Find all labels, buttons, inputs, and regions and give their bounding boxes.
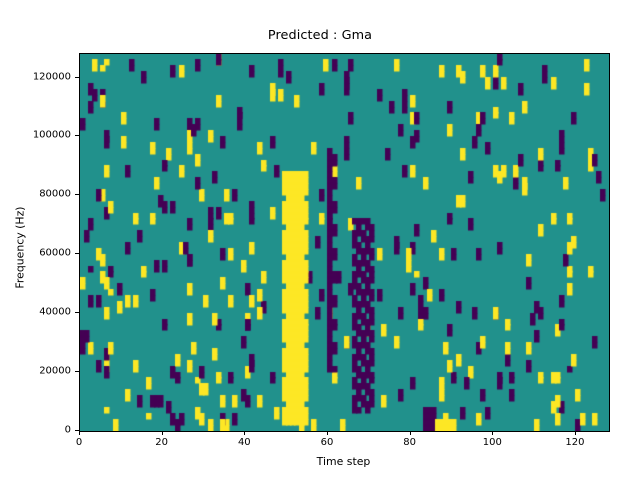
y-tick-label: 0 — [64, 424, 71, 436]
y-tick-mark — [75, 312, 79, 314]
x-tick-label: 40 — [237, 437, 251, 448]
x-tick-mark — [161, 431, 163, 435]
y-tick-label: 100000 — [32, 129, 71, 141]
y-tick-mark — [75, 194, 79, 196]
y-tick-label: 80000 — [39, 188, 71, 200]
x-tick-label: 80 — [403, 437, 416, 448]
x-tick-label: 20 — [155, 437, 169, 448]
x-tick-mark — [79, 431, 80, 435]
x-tick-mark — [492, 431, 494, 435]
heatmap-axes[interactable] — [79, 53, 610, 432]
x-tick-label: 60 — [320, 437, 334, 448]
x-tick-mark — [574, 431, 576, 435]
x-tick-mark — [409, 431, 411, 435]
x-tick-label: 100 — [482, 437, 502, 448]
y-tick-mark — [75, 371, 79, 373]
heatmap-image[interactable] — [80, 54, 609, 431]
y-tick-label: 120000 — [32, 71, 71, 83]
y-tick-label: 40000 — [39, 306, 71, 318]
page-title: Predicted : Gma — [267, 28, 373, 43]
x-tick-label: 120 — [565, 437, 585, 448]
x-tick-label: 0 — [75, 437, 83, 448]
y-tick-mark — [75, 135, 79, 137]
y-tick-mark — [75, 430, 79, 431]
y-axis-label: Frequency (Hz) — [13, 206, 27, 289]
x-tick-mark — [326, 431, 328, 435]
x-axis-label: Time step — [316, 455, 371, 468]
y-tick-label: 60000 — [39, 247, 71, 259]
y-tick-mark — [75, 76, 79, 78]
x-tick-mark — [244, 431, 246, 435]
y-tick-label: 20000 — [39, 365, 71, 377]
y-tick-mark — [75, 253, 79, 255]
